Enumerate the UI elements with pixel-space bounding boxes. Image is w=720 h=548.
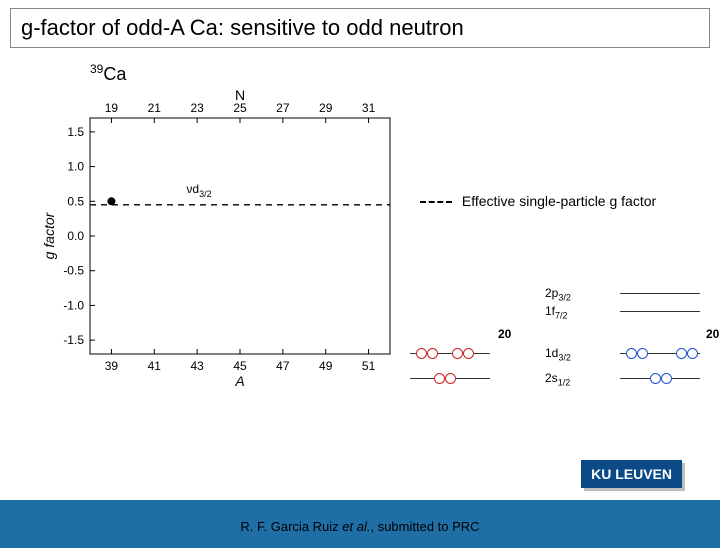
orbit-1d3/2: 1d3/2 — [545, 346, 571, 362]
svg-text:27: 27 — [276, 101, 290, 115]
citation-etal: et al. — [342, 519, 370, 534]
svg-text:g factor: g factor — [41, 211, 57, 259]
svg-text:23: 23 — [190, 101, 204, 115]
neutron-icon — [626, 348, 637, 359]
legend-dash-icon — [420, 201, 452, 203]
proton-icon — [416, 348, 427, 359]
gfactor-chart: -1.5 -1.0 -0.5 0.0 0.5 1.0 1.5 39 41 43 45 47 49 51 19… — [40, 88, 400, 388]
svg-text:39: 39 — [105, 359, 119, 373]
proton-icon — [445, 373, 456, 384]
ku-leuven-badge: KU LEUVEN — [581, 460, 682, 488]
svg-text:-1.0: -1.0 — [63, 298, 84, 312]
citation: R. F. Garcia Ruiz et al., submitted to P… — [0, 519, 720, 534]
proton-icon — [434, 373, 445, 384]
svg-text:43: 43 — [190, 359, 204, 373]
slide-title: g-factor of odd-A Ca: sensitive to odd n… — [10, 8, 710, 48]
magic-20: 20 — [706, 327, 719, 341]
isotope-mass: 39 — [90, 62, 103, 76]
svg-text:51: 51 — [362, 359, 376, 373]
orbit-2s1/2: 2s1/2 — [545, 371, 570, 387]
svg-text:-0.5: -0.5 — [63, 264, 84, 278]
svg-text:1.0: 1.0 — [67, 160, 84, 174]
isotope-element: Ca — [103, 64, 126, 84]
proton-icon — [463, 348, 474, 359]
citation-author: R. F. Garcia Ruiz — [240, 519, 342, 534]
isotope-label: 39Ca — [90, 62, 126, 85]
svg-text:47: 47 — [276, 359, 290, 373]
neutron-icon — [661, 373, 672, 384]
neutron-icon — [650, 373, 661, 384]
neutron-icon — [637, 348, 648, 359]
proton-icon — [452, 348, 463, 359]
svg-text:29: 29 — [319, 101, 333, 115]
svg-text:0.0: 0.0 — [67, 229, 84, 243]
svg-text:21: 21 — [148, 101, 162, 115]
orbit-2p3/2: 2p3/2 — [545, 286, 571, 302]
svg-text:N: N — [235, 88, 245, 103]
svg-text:0.5: 0.5 — [67, 194, 84, 208]
chart-svg: -1.5 -1.0 -0.5 0.0 0.5 1.0 1.5 39 41 43 45 47 49 51 19… — [40, 88, 400, 388]
svg-text:1.5: 1.5 — [67, 125, 84, 139]
neutron-icon — [687, 348, 698, 359]
svg-text:A: A — [234, 373, 244, 388]
legend-text: Effective single-particle g factor — [462, 193, 656, 209]
svg-text:-1.5: -1.5 — [63, 333, 84, 347]
svg-text:25: 25 — [233, 101, 247, 115]
orbit-1f7/2: 1f7/2 — [545, 304, 568, 320]
legend-effective: Effective single-particle g factor — [420, 193, 656, 209]
magic-20: 20 — [498, 327, 511, 341]
svg-text:49: 49 — [319, 359, 333, 373]
svg-text:45: 45 — [233, 359, 247, 373]
svg-text:31: 31 — [362, 101, 376, 115]
shell-diagram: 2p3/21f7/220201d3/22s1/2 — [400, 283, 700, 433]
svg-text:19: 19 — [105, 101, 119, 115]
svg-text:41: 41 — [148, 359, 162, 373]
citation-suffix: , submitted to PRC — [370, 519, 479, 534]
proton-icon — [427, 348, 438, 359]
neutron-icon — [676, 348, 687, 359]
